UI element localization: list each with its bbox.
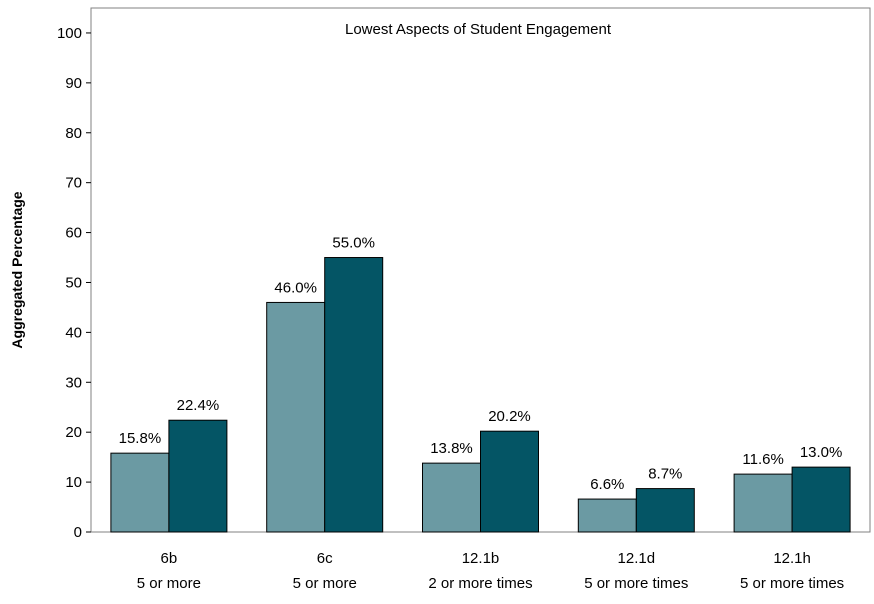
y-tick-label: 90 — [65, 75, 82, 92]
x-tick-label: 12.1b — [462, 550, 500, 567]
x-tick-label: 12.1d — [618, 550, 656, 567]
bar-0-1 — [168, 419, 228, 533]
bar-value-label: 22.4% — [177, 397, 220, 414]
bar-value-label: 13.0% — [800, 444, 843, 461]
y-tick-label: 100 — [57, 25, 82, 42]
x-tick-sublabel: 2 or more times — [428, 575, 532, 592]
bar-value-label: 15.8% — [119, 430, 162, 447]
y-tick-label: 10 — [65, 474, 82, 491]
x-tick-label: 12.1h — [773, 550, 811, 567]
x-tick-label: 6c — [317, 550, 333, 567]
bar-0-0 — [110, 452, 170, 533]
y-tick-label: 20 — [65, 424, 82, 441]
y-tick-label: 40 — [65, 324, 82, 341]
bar-3-1 — [635, 488, 695, 533]
y-tick-label: 50 — [65, 274, 82, 291]
bar-value-label: 13.8% — [430, 440, 473, 457]
y-tick-label: 60 — [65, 225, 82, 242]
bar-1-0 — [266, 301, 326, 533]
x-tick-sublabel: 5 or more times — [584, 575, 688, 592]
x-axis: 6b 5 or more 6c 5 or more 12.1b 2 or more tim… — [137, 550, 844, 592]
chart-title: Lowest Aspects of Student Engagement — [345, 21, 612, 38]
bar-value-label: 46.0% — [274, 279, 317, 296]
bar-4-0 — [733, 473, 793, 533]
x-tick-sublabel: 5 or more — [293, 575, 357, 592]
bar-value-label: 8.7% — [648, 466, 682, 483]
bar-2-0 — [422, 462, 481, 533]
y-tick-label: 0 — [74, 524, 82, 541]
bar-value-label: 55.0% — [332, 235, 375, 252]
y-axis: 0 10 20 30 40 50 60 70 80 90 100 — [57, 25, 91, 541]
x-tick-label: 6b — [161, 550, 178, 567]
bar-value-label: 11.6% — [742, 451, 783, 468]
y-tick-label: 70 — [65, 175, 82, 192]
bar-2-1 — [480, 430, 539, 533]
y-tick-label: 30 — [65, 374, 82, 391]
x-tick-sublabel: 5 or more times — [740, 575, 844, 592]
bar-value-label: 6.6% — [590, 476, 624, 493]
bar-1-1 — [324, 257, 384, 533]
bar-group: 15.8% 22.4% 46.0% 55.0% 13.8% 20.2% 6.6% 8.7% 11… — [110, 235, 851, 533]
y-axis-label: Aggregated Percentage — [9, 191, 25, 348]
bar-4-1 — [791, 466, 851, 533]
y-tick-label: 80 — [65, 125, 82, 142]
bar-3-0 — [577, 498, 637, 533]
x-tick-sublabel: 5 or more — [137, 575, 201, 592]
bar-value-label: 20.2% — [488, 408, 531, 425]
